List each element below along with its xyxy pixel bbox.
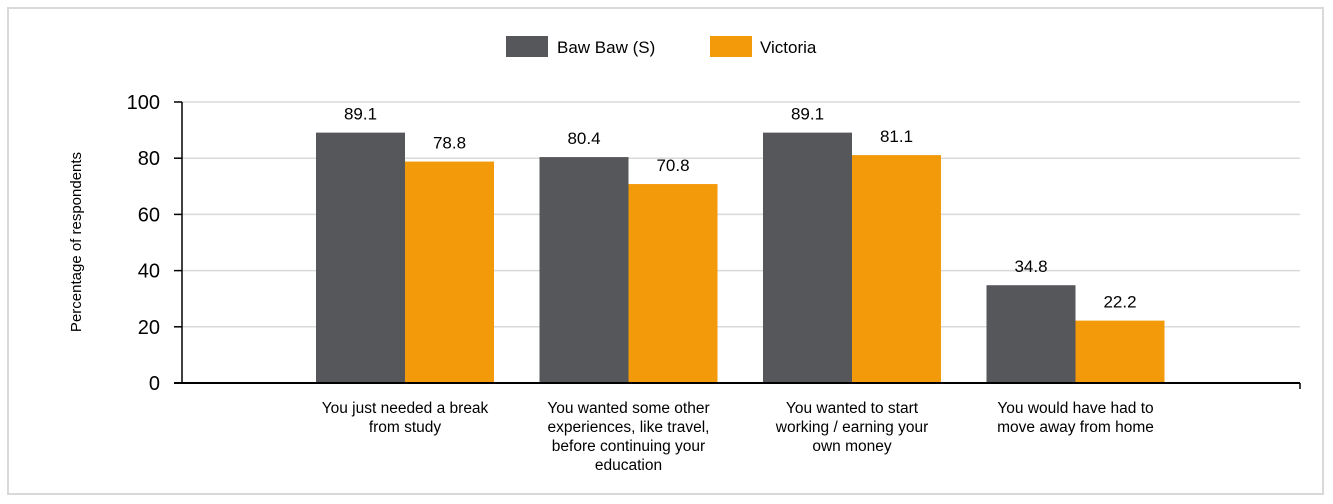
category-labels: You just needed a break from study You wan…	[322, 400, 1154, 474]
bar	[763, 132, 852, 383]
y-tick-labels: 0 20 40 60 80 100	[127, 92, 160, 395]
data-label: 70.8	[656, 156, 689, 175]
bar	[628, 184, 718, 383]
y-tick-label: 60	[138, 204, 160, 226]
data-label: 22.2	[1103, 293, 1136, 312]
bar	[852, 155, 941, 383]
y-tick-label: 0	[149, 373, 160, 395]
bar	[316, 132, 405, 383]
data-label: 89.1	[791, 105, 824, 124]
y-tick-label: 20	[138, 317, 160, 339]
legend: Baw Baw (S) Victoria	[506, 36, 817, 57]
bars	[316, 132, 1165, 383]
bar	[1075, 320, 1165, 383]
data-label: 81.1	[880, 127, 913, 146]
category-label: You wanted to start working / earning you…	[775, 400, 929, 455]
legend-label: Victoria	[760, 38, 817, 57]
category-label: You wanted some other experiences, like t…	[547, 400, 709, 474]
data-label: 89.1	[344, 105, 377, 124]
data-label: 34.8	[1014, 257, 1047, 276]
legend-swatch	[506, 36, 548, 57]
y-axis-label: Percentage of respondents	[68, 152, 85, 332]
bar	[405, 161, 494, 383]
bar	[539, 157, 629, 383]
axes	[174, 101, 1301, 389]
data-label: 80.4	[567, 129, 600, 148]
legend-label: Baw Baw (S)	[557, 38, 655, 57]
bar	[986, 285, 1076, 383]
legend-swatch	[710, 36, 752, 57]
data-labels: 89.1 78.8 80.4 70.8 89.1 81.1 34.8 22.2	[344, 105, 1137, 312]
category-label: You just needed a break from study	[322, 400, 489, 436]
category-label: You would have had to move away from home	[997, 400, 1154, 436]
data-label: 78.8	[433, 134, 466, 153]
y-tick-label: 100	[127, 92, 160, 114]
y-tick-label: 40	[138, 261, 160, 283]
y-tick-label: 80	[138, 148, 160, 170]
